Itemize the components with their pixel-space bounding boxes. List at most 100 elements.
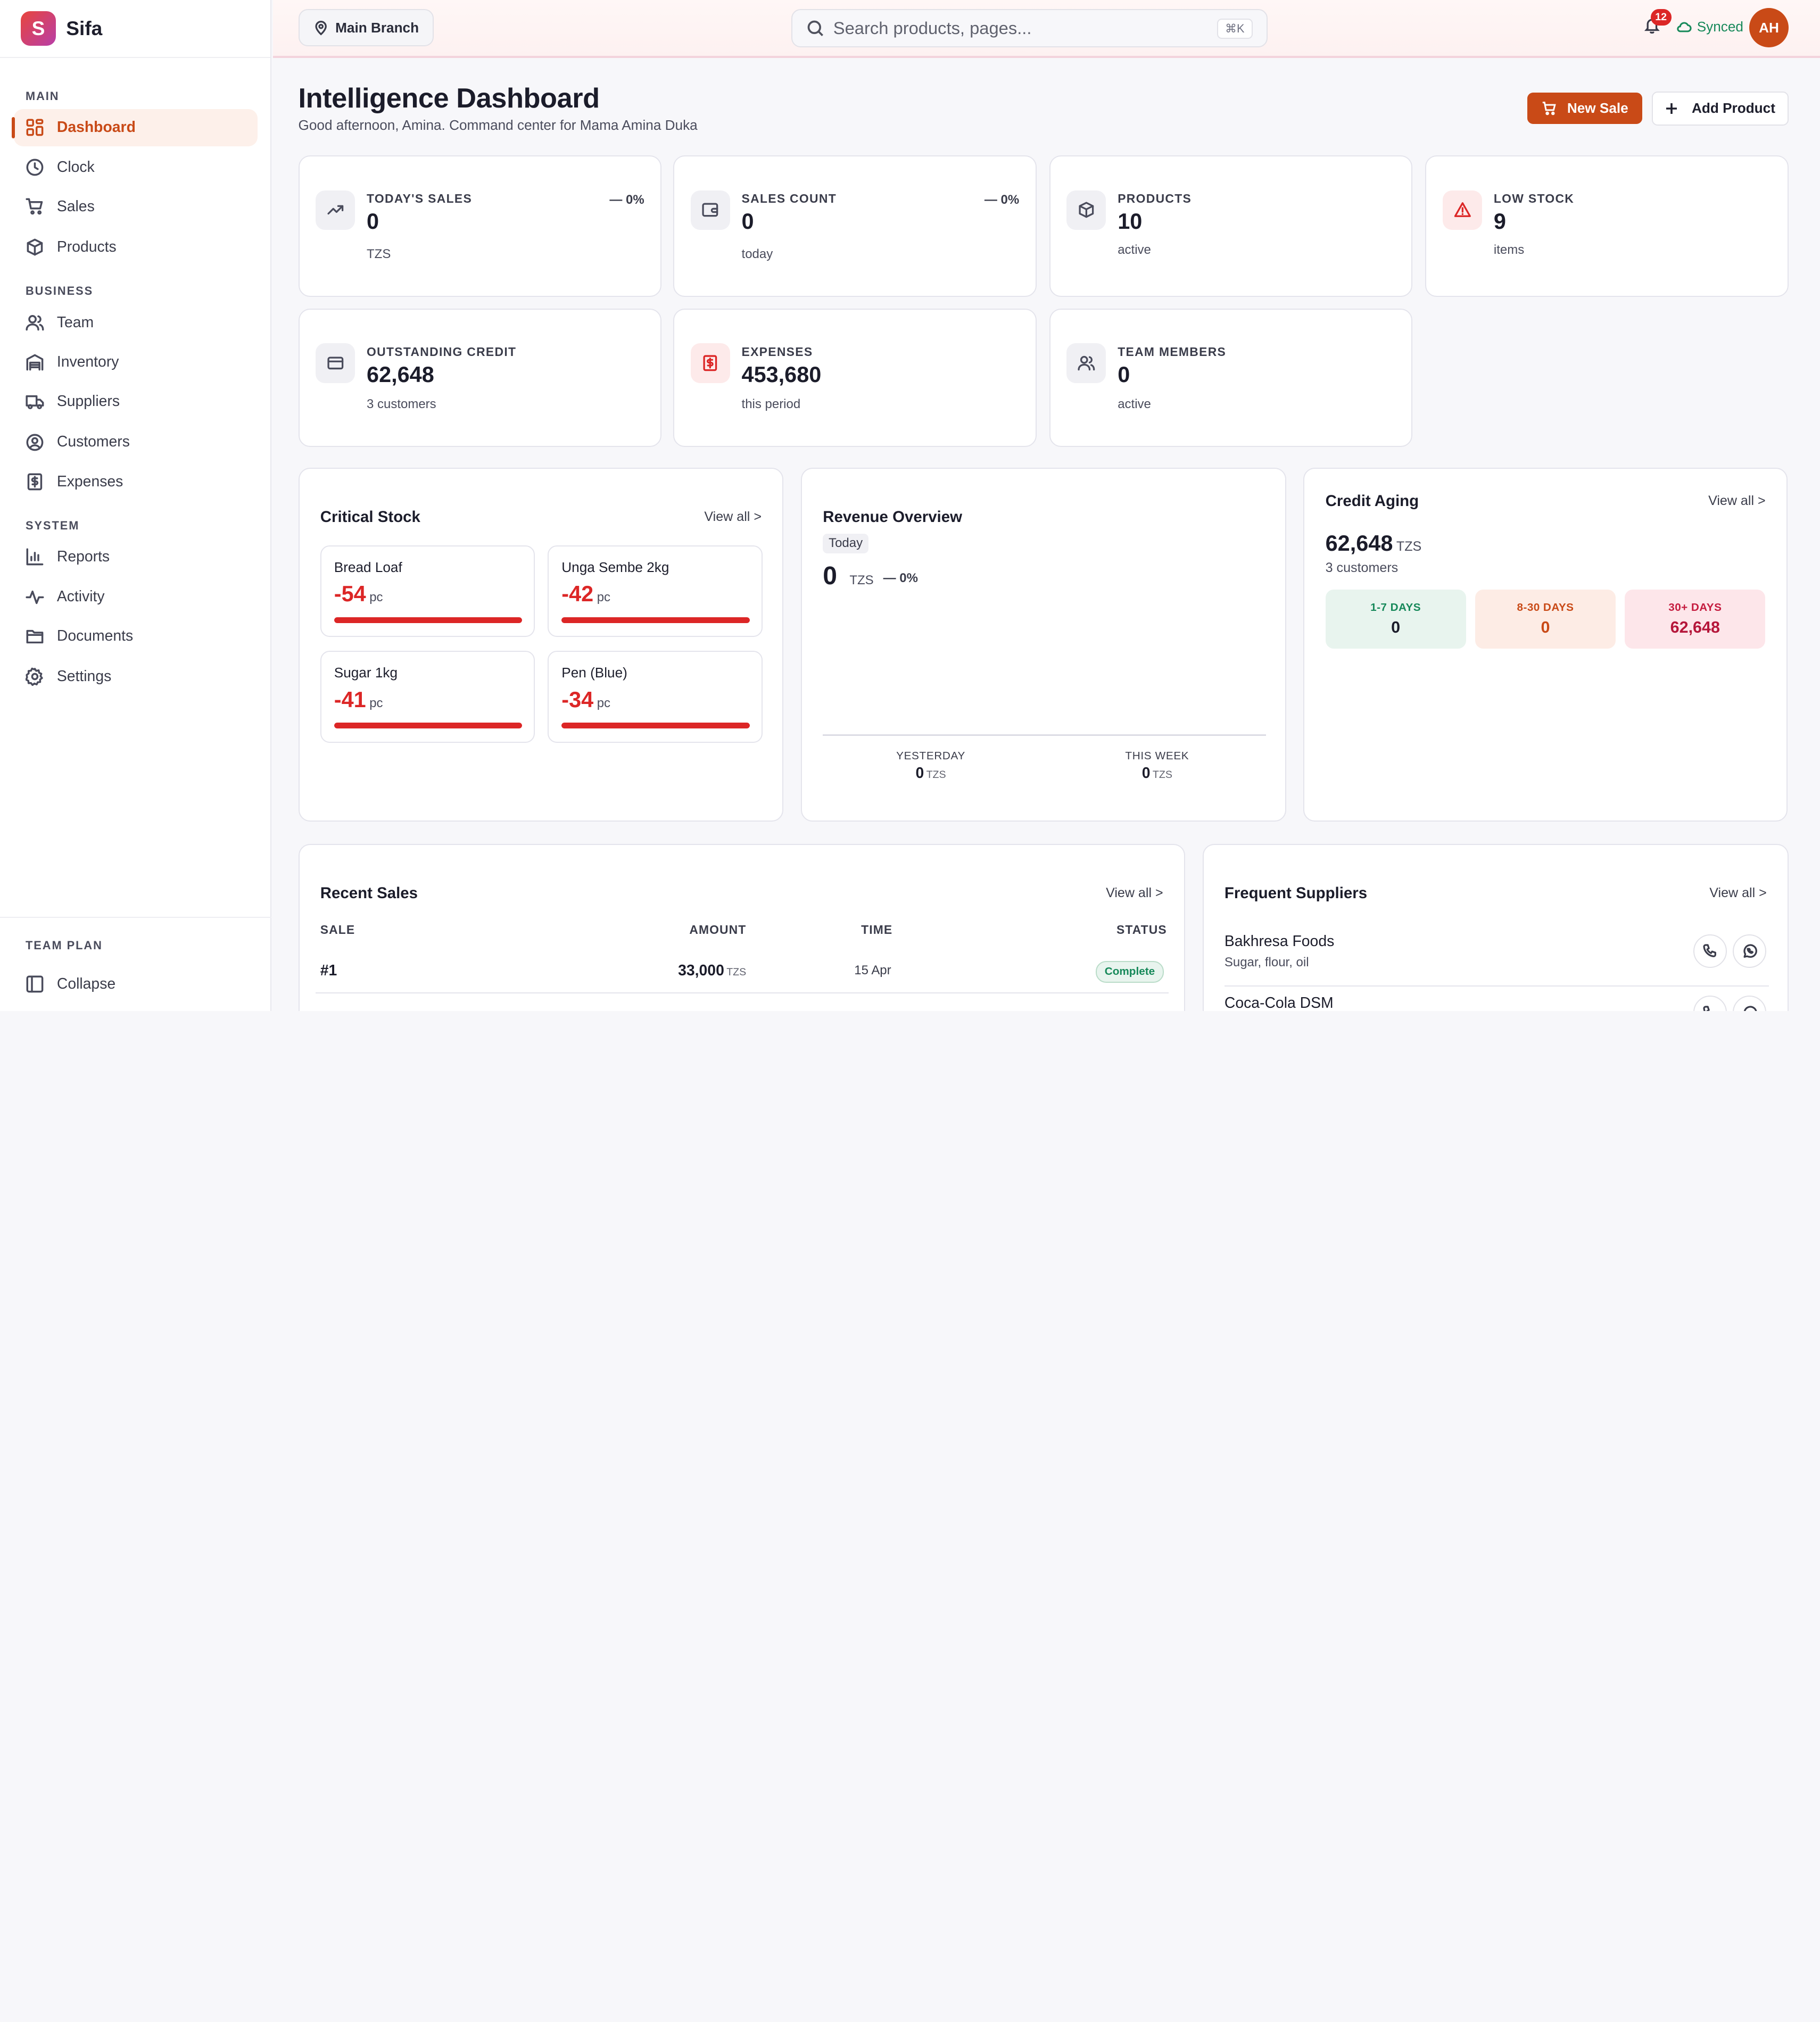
- stock-name: Bread Loaf: [334, 559, 402, 575]
- search-placeholder: Search products, pages...: [833, 18, 1032, 38]
- warning-triangle-icon: [1454, 202, 1471, 218]
- search-icon: [807, 20, 823, 37]
- column-header-status: STATUS: [1116, 922, 1167, 937]
- stat-card-todays-sales[interactable]: TODAY'S SALES 0 TZS — 0%: [298, 155, 662, 297]
- stat-label: OUTSTANDING CREDIT: [367, 344, 517, 359]
- stat-icon-box: [316, 190, 355, 230]
- add-product-button[interactable]: Add Product: [1651, 92, 1789, 126]
- bar-chart-icon: [26, 548, 44, 566]
- divider: [823, 734, 1267, 736]
- wallet-icon: [702, 203, 718, 217]
- sidebar-item-reports[interactable]: Reports: [14, 538, 258, 576]
- brand[interactable]: S Sifa: [0, 0, 271, 59]
- sync-label: Synced: [1697, 18, 1743, 35]
- panel-title: Critical Stock: [320, 508, 420, 526]
- stat-sub: this period: [741, 396, 801, 411]
- aging-bucket-1-7-days[interactable]: 1-7 DAYS 0: [1325, 589, 1466, 649]
- sidebar-item-label: Expenses: [56, 473, 123, 490]
- stat-sub: today: [741, 247, 773, 262]
- summary-label: YESTERDAY: [896, 749, 965, 762]
- box-icon: [27, 238, 43, 256]
- sidebar-item-dashboard[interactable]: Dashboard: [11, 109, 258, 146]
- truck-icon: [26, 395, 44, 410]
- stat-label: EXPENSES: [741, 344, 813, 359]
- call-button[interactable]: [1693, 934, 1727, 968]
- new-sale-label: New Sale: [1567, 100, 1628, 117]
- branch-selector[interactable]: Main Branch: [298, 9, 434, 47]
- supplier-name: Bakhresa Foods: [1224, 933, 1335, 950]
- sidebar-item-inventory[interactable]: Inventory: [14, 344, 258, 381]
- view-all-link[interactable]: View all >: [1106, 885, 1163, 900]
- column-header-amount: AMOUNT: [689, 922, 747, 937]
- stat-card-sales-count[interactable]: SALES COUNT 0 today — 0%: [673, 155, 1037, 297]
- page-title: Intelligence Dashboard: [298, 82, 600, 114]
- brand-name: Sifa: [66, 17, 103, 40]
- sidebar-item-team[interactable]: Team: [14, 304, 258, 341]
- user-avatar[interactable]: AH: [1749, 8, 1789, 48]
- new-sale-button[interactable]: New Sale: [1527, 93, 1643, 125]
- receipt-icon: [703, 355, 717, 371]
- stat-card-products[interactable]: PRODUCTS 10 active: [1049, 155, 1413, 297]
- stock-name: Unga Sembe 2kg: [561, 559, 669, 575]
- sidebar-item-products[interactable]: Products: [14, 229, 258, 266]
- add-product-label: Add Product: [1691, 100, 1775, 117]
- revenue-trend: — 0%: [883, 570, 918, 585]
- stock-tile[interactable]: Sugar 1kg -41 pc: [320, 651, 535, 743]
- view-all-link[interactable]: View all >: [1708, 493, 1766, 508]
- sidebar-item-sales[interactable]: Sales: [14, 188, 258, 225]
- collapse-button[interactable]: Collapse: [14, 965, 258, 1002]
- sale-id: #1: [320, 962, 337, 979]
- stat-icon-box: [690, 343, 730, 383]
- stat-value: 62,648: [367, 362, 434, 387]
- view-all-link[interactable]: View all >: [704, 509, 762, 525]
- sidebar-item-clock[interactable]: Clock: [14, 148, 258, 186]
- supplier-description: Sugar, flour, oil: [1224, 955, 1309, 969]
- sidebar-item-activity[interactable]: Activity: [14, 578, 258, 615]
- search-input[interactable]: Search products, pages... ⌘K: [791, 9, 1268, 48]
- plan-label: TEAM PLAN: [25, 939, 103, 952]
- stat-label: SALES COUNT: [741, 191, 837, 205]
- stat-card-team-members[interactable]: TEAM MEMBERS 0 active: [1049, 309, 1413, 447]
- list-item[interactable]: Bakhresa Foods Sugar, flour, oil: [1224, 926, 1769, 987]
- stat-value: 0: [741, 209, 754, 234]
- sidebar-item-expenses[interactable]: Expenses: [14, 463, 258, 500]
- topbar: Main Branch Search products, pages... ⌘K…: [272, 0, 1820, 59]
- period-tag[interactable]: Today: [823, 534, 868, 553]
- sidebar-item-documents[interactable]: Documents: [14, 617, 258, 654]
- view-all-link[interactable]: View all >: [1709, 885, 1767, 900]
- sidebar-item-label: Team: [56, 313, 94, 331]
- stat-value: 0: [1118, 362, 1130, 387]
- stat-card-outstanding-credit[interactable]: OUTSTANDING CREDIT 62,648 3 customers: [298, 309, 662, 447]
- stat-label: PRODUCTS: [1118, 191, 1192, 205]
- page-subtitle: Good afternoon, Amina. Command center fo…: [298, 117, 698, 134]
- stat-icon-box: [316, 343, 355, 383]
- whatsapp-button[interactable]: [1733, 996, 1767, 1011]
- aging-bucket-8-30-days[interactable]: 8-30 DAYS 0: [1475, 589, 1616, 649]
- stock-tile[interactable]: Bread Loaf -54 pc: [320, 545, 535, 637]
- this-week-summary: THIS WEEK 0 TZS: [1088, 750, 1227, 782]
- table-row[interactable]: #1 33,000 TZS 15 Apr Complete: [316, 947, 1169, 993]
- whatsapp-button[interactable]: [1733, 934, 1767, 968]
- critical-stock-panel: Critical Stock View all > Bread Loaf -54…: [298, 467, 784, 822]
- stat-card-expenses[interactable]: EXPENSES 453,680 this period: [673, 309, 1037, 447]
- app-root: S Sifa MAIN Dashboard Clock Sales Produc…: [0, 0, 1820, 1011]
- stock-tile[interactable]: Unga Sembe 2kg -42 pc: [548, 545, 763, 637]
- sidebar-item-customers[interactable]: Customers: [14, 424, 258, 461]
- call-button[interactable]: [1693, 996, 1727, 1011]
- panel-title: Credit Aging: [1325, 492, 1419, 510]
- stat-trend: — 0%: [609, 192, 644, 207]
- panel-title: Recent Sales: [320, 884, 418, 902]
- summary-value: 0 TZS: [915, 765, 946, 782]
- column-header-time: TIME: [861, 922, 893, 937]
- stat-value: 10: [1118, 209, 1143, 234]
- sidebar-item-settings[interactable]: Settings: [14, 658, 258, 695]
- sidebar-item-suppliers[interactable]: Suppliers: [14, 383, 258, 420]
- stock-tile[interactable]: Pen (Blue) -34 pc: [548, 651, 763, 743]
- aging-bucket-30-plus-days[interactable]: 30+ DAYS 62,648: [1625, 589, 1766, 649]
- revenue-unit: TZS: [849, 573, 874, 588]
- stat-label: TODAY'S SALES: [367, 191, 473, 205]
- list-item[interactable]: Coca-Cola DSM: [1225, 988, 1769, 1011]
- credit-aging-panel: Credit Aging View all > 62,648 TZS 3 cust…: [1303, 467, 1788, 822]
- stat-card-low-stock[interactable]: LOW STOCK 9 items: [1425, 155, 1789, 297]
- search-shortcut: ⌘K: [1217, 18, 1253, 39]
